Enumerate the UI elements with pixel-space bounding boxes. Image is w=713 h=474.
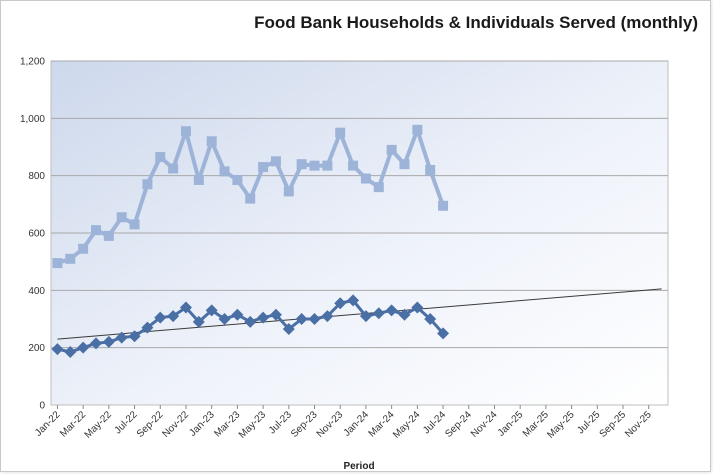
data-point (295, 313, 308, 325)
trendline (57, 288, 662, 340)
data-point (205, 304, 218, 317)
data-point (115, 331, 128, 344)
x-tick-label: Sep-25 (598, 409, 629, 440)
y-tick-label: 600 (28, 229, 45, 240)
data-point (348, 160, 359, 171)
data-point (257, 311, 270, 324)
data-point (90, 225, 101, 236)
x-tick-label: May-24 (391, 409, 423, 441)
chart-title: Food Bank Households & Individuals Serve… (254, 13, 698, 32)
data-point (321, 310, 334, 323)
x-tick-label: May-23 (237, 409, 269, 441)
x-tick-label: Sep-23 (289, 409, 320, 440)
data-point (206, 136, 217, 147)
x-tick-label: Jan-25 (496, 409, 526, 439)
x-tick-label: Nov-25 (623, 409, 654, 440)
series-2 (51, 294, 450, 358)
data-point (154, 311, 167, 324)
data-point (180, 126, 191, 137)
data-point (282, 323, 295, 336)
data-point (425, 164, 436, 175)
data-point (64, 345, 77, 358)
data-point (193, 174, 204, 185)
data-point (308, 313, 321, 325)
x-tick-label: May-22 (83, 409, 115, 441)
trendline-group (57, 288, 662, 340)
x-tick-label: Sep-24 (443, 409, 474, 440)
data-point (438, 200, 449, 211)
data-point (78, 243, 89, 254)
data-point (424, 313, 437, 325)
data-point (232, 174, 243, 185)
data-point (129, 219, 140, 230)
data-point (372, 307, 385, 320)
data-point (386, 144, 397, 155)
gridlines (51, 60, 668, 349)
data-point (347, 294, 360, 307)
data-point (219, 166, 230, 177)
data-point (385, 304, 398, 317)
x-tick-label: Nov-23 (315, 409, 346, 440)
data-point (283, 186, 294, 197)
data-point (244, 315, 257, 328)
data-point (411, 301, 424, 314)
data-point (128, 330, 141, 343)
data-point (412, 124, 423, 135)
data-point (141, 321, 154, 334)
data-point (51, 343, 64, 356)
data-point (335, 127, 346, 138)
data-point (77, 341, 90, 354)
x-tick-label: Jan-24 (342, 409, 372, 439)
data-point (296, 159, 307, 170)
y-tick-label: 800 (28, 171, 45, 182)
data-point (192, 315, 205, 328)
data-point (116, 212, 127, 223)
x-tick-label: Nov-24 (469, 409, 500, 440)
data-point (322, 160, 333, 171)
x-tick-label: Nov-22 (161, 409, 192, 440)
series-1 (52, 124, 449, 269)
data-point (373, 182, 384, 193)
data-point (179, 301, 192, 314)
series-group (51, 124, 450, 358)
x-tick-label: May-25 (545, 409, 577, 441)
data-point (231, 308, 244, 321)
data-point (218, 313, 231, 325)
data-point (270, 156, 281, 167)
data-point (52, 258, 63, 269)
y-tick-label: 1,000 (20, 114, 45, 125)
y-axis: 0 200 400 600 800 1,000 1,200 (20, 57, 45, 412)
x-tick-label: Jan-22 (33, 409, 63, 439)
data-point (155, 152, 166, 163)
data-point (269, 308, 282, 321)
data-point (360, 173, 371, 184)
x-axis-label: Period (343, 461, 374, 472)
data-point (309, 160, 320, 171)
data-point (258, 162, 269, 173)
data-point (398, 308, 411, 321)
x-tick-label: Jan-23 (187, 409, 217, 439)
y-tick-label: 0 (39, 401, 45, 412)
x-tick-label: Sep-22 (135, 409, 166, 440)
data-point (245, 193, 256, 204)
data-point (103, 230, 114, 241)
data-point (359, 310, 372, 323)
y-tick-label: 200 (28, 343, 45, 354)
data-point (142, 179, 153, 190)
data-point (334, 297, 347, 310)
y-tick-label: 400 (28, 286, 45, 297)
data-point (102, 335, 115, 348)
y-tick-label: 1,200 (20, 57, 45, 68)
x-axis: Jan-22Mar-22May-22Jul-22Sep-22Nov-22Jan-… (33, 405, 654, 441)
data-point (168, 163, 179, 174)
data-point (167, 310, 180, 323)
data-point (65, 253, 76, 264)
data-point (89, 337, 102, 350)
data-point (399, 159, 410, 170)
data-point (437, 327, 450, 340)
